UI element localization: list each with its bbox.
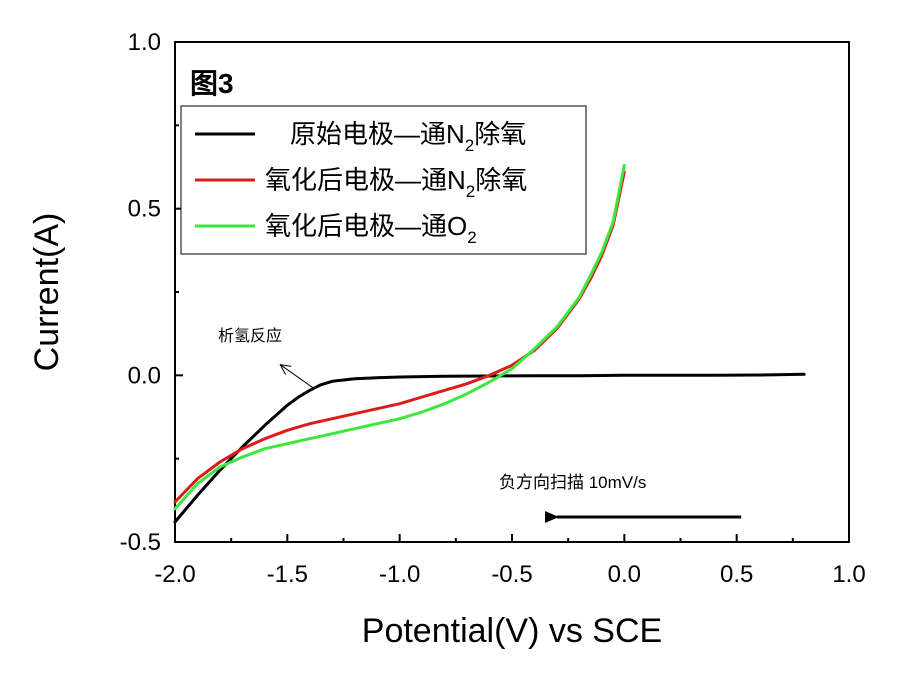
x-tick-label: 0.0 (608, 561, 641, 588)
legend-label: 氧化后电极—通O2 (265, 211, 477, 247)
annotation-hydrogen-arrow (280, 365, 315, 390)
x-tick-label: -0.5 (491, 561, 532, 588)
legend-label-main: 氧化后电极—通O (265, 211, 467, 241)
legend-label: 氧化后电极—通N2除氧 (265, 165, 527, 201)
y-tick-label: 0.0 (128, 362, 161, 389)
annotation-hydrogen-label: 析氢反应 (218, 326, 282, 345)
legend-label-subscript: 2 (466, 182, 475, 201)
annotation-hydrogen-evolution: 析氢反应 (218, 326, 315, 390)
y-tick-label: 1.0 (128, 29, 161, 56)
legend-label-subscript: 2 (467, 228, 476, 247)
x-tick-label: -1.5 (267, 561, 308, 588)
x-tick-label: -2.0 (154, 561, 195, 588)
scan-direction-label: 负方向扫描 10mV/s (499, 473, 646, 492)
x-tick-label: 1.0 (832, 561, 865, 588)
legend-label-main: 原始电极—通N (290, 119, 465, 149)
series-line-2 (173, 163, 626, 511)
legend-label-tail: 除氧 (475, 165, 527, 195)
legend-label-tail: 除氧 (474, 119, 526, 149)
series-line-0 (173, 372, 806, 524)
x-axis-ticks: -2.0 -1.5 -1.0 -0.5 0.0 0.5 1.0 (154, 534, 866, 588)
annotation-scan-direction: 负方向扫描 10mV/s (499, 473, 742, 523)
legend-label-subscript: 2 (465, 136, 474, 155)
legend-label-main: 氧化后电极—通N (265, 165, 466, 195)
x-tick-label: -1.0 (379, 561, 420, 588)
y-axis-ticks: -0.5 0.0 0.5 1.0 (120, 29, 183, 556)
series-group (173, 163, 806, 524)
legend-label: 原始电极—通N2除氧 (290, 119, 526, 155)
y-tick-label: -0.5 (120, 529, 161, 556)
x-axis-label: Potential(V) vs SCE (362, 612, 662, 650)
y-tick-label: 0.5 (128, 196, 161, 223)
x-tick-label: 0.5 (720, 561, 753, 588)
y-axis-label: Current(A) (28, 213, 66, 372)
chart-title: 图3 (190, 68, 234, 99)
